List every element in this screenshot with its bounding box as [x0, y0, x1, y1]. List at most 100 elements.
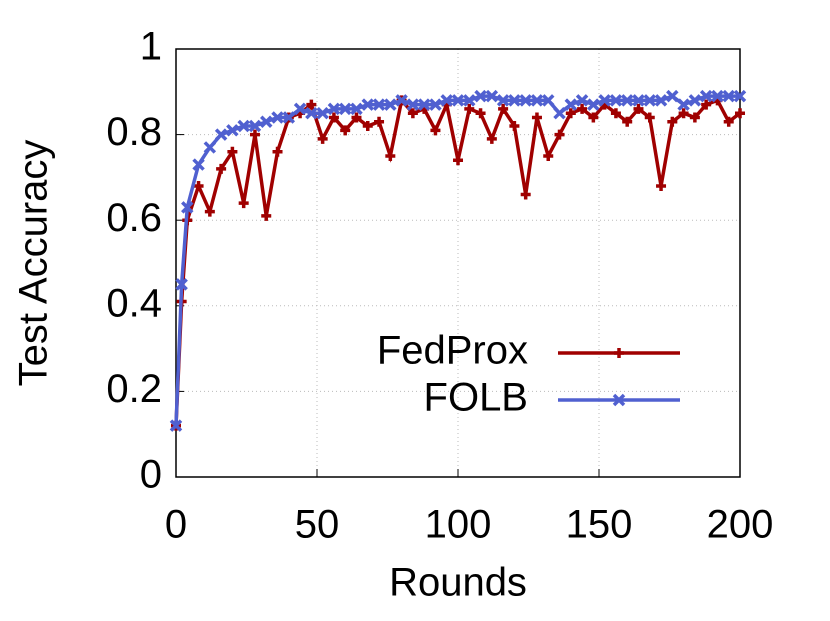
marker [643, 94, 656, 107]
marker [475, 108, 486, 119]
y-axis-label: Test Accuracy [12, 140, 56, 387]
marker [689, 112, 700, 123]
marker [361, 98, 374, 111]
marker [440, 94, 453, 107]
marker [531, 112, 542, 123]
marker [644, 112, 655, 123]
marker [362, 121, 373, 132]
marker [430, 125, 441, 136]
marker [271, 111, 284, 124]
marker [192, 158, 205, 171]
marker [464, 103, 475, 114]
marker [612, 393, 626, 407]
legend-label: FedProx [377, 329, 528, 373]
y-tick-label: 0.8 [106, 110, 162, 154]
marker [498, 103, 509, 114]
marker [733, 89, 747, 103]
y-tick-label: 1 [140, 25, 162, 69]
marker [451, 94, 465, 107]
marker [519, 94, 532, 107]
marker [735, 108, 745, 119]
y-tick-label: 0.2 [106, 367, 162, 411]
marker [238, 198, 249, 209]
marker [226, 124, 239, 137]
marker [203, 141, 217, 154]
marker [282, 111, 296, 124]
marker [554, 129, 565, 140]
legend-entry: FOLB [424, 376, 680, 420]
marker [374, 116, 385, 127]
marker [485, 89, 499, 103]
marker [667, 116, 678, 127]
marker [614, 348, 624, 358]
marker [598, 94, 611, 107]
marker [699, 89, 713, 103]
marker [564, 98, 578, 111]
marker [575, 94, 589, 107]
marker [272, 146, 283, 157]
marker [542, 94, 555, 107]
marker [701, 99, 712, 110]
marker [722, 89, 735, 103]
marker [463, 94, 476, 107]
marker [588, 112, 599, 123]
marker [248, 119, 262, 133]
marker [350, 102, 363, 116]
marker [384, 98, 397, 111]
marker [214, 128, 228, 141]
marker [688, 94, 702, 107]
x-tick-label: 50 [295, 503, 340, 547]
marker [677, 98, 690, 111]
x-tick-label: 200 [707, 503, 774, 547]
plot-frame [175, 48, 741, 478]
marker [678, 108, 689, 119]
marker [175, 278, 188, 291]
marker [587, 98, 600, 111]
marker [385, 151, 396, 161]
marker [406, 98, 420, 111]
marker [216, 163, 227, 174]
marker [666, 89, 679, 103]
marker [305, 106, 318, 120]
marker [306, 99, 317, 110]
marker [351, 112, 362, 123]
marker [486, 133, 497, 144]
marker [577, 103, 588, 114]
marker [407, 108, 418, 119]
marker [260, 115, 273, 128]
legend-entry: FedProx [377, 329, 680, 373]
marker [622, 116, 633, 127]
marker [328, 112, 339, 123]
marker [474, 89, 487, 103]
marker [429, 98, 442, 111]
marker [181, 201, 194, 214]
marker [553, 106, 566, 120]
marker [317, 133, 328, 144]
y-tick-label: 0.6 [106, 196, 162, 240]
marker [620, 94, 634, 107]
x-tick-label: 150 [566, 503, 633, 547]
marker [496, 94, 510, 107]
marker [530, 94, 544, 107]
marker [395, 94, 408, 107]
marker [169, 419, 183, 432]
marker [293, 102, 307, 116]
marker [340, 125, 351, 136]
series-line [174, 94, 740, 426]
marker [633, 103, 644, 114]
marker [327, 102, 341, 116]
marker [204, 206, 215, 217]
legend-label: FOLB [424, 376, 528, 420]
series-line [174, 96, 742, 426]
marker [610, 108, 621, 119]
marker [316, 106, 329, 120]
marker [249, 129, 260, 140]
y-tick-label: 0.4 [106, 281, 162, 325]
marker [711, 89, 724, 103]
marker [453, 155, 463, 166]
marker [509, 121, 520, 132]
marker [508, 94, 521, 107]
marker [632, 94, 645, 107]
x-tick-label: 0 [165, 503, 187, 547]
